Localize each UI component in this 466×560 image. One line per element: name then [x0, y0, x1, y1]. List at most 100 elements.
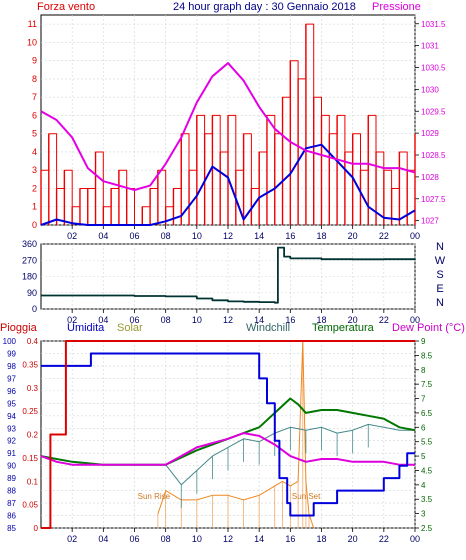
weather-legend: Pioggia Umidita Solar Windchill Temperatura D… — [0, 322, 465, 334]
x-tick-label: 16 — [285, 315, 295, 325]
x-tick-label: 04 — [98, 231, 108, 241]
rain-tick-label: 0.4 — [27, 337, 39, 346]
temperature-tick-label: 3 — [421, 510, 426, 519]
humidity-tick-label: 93 — [7, 424, 16, 433]
pressure-axis-title: Pressione — [372, 1, 421, 13]
humidity-tick-label: 98 — [7, 362, 16, 371]
wind-speed-tick-label: 6 — [32, 110, 37, 120]
x-tick-label: 16 — [285, 534, 295, 544]
x-tick-label: 14 — [254, 231, 264, 241]
humidity-tick-label: 89 — [7, 474, 16, 483]
humidity-tick-label: 91 — [7, 449, 16, 458]
pressure-tick-label: 1029.5 — [421, 107, 446, 116]
temperature-tick-label: 4 — [421, 481, 426, 490]
pressure-tick-label: 1027.5 — [421, 195, 446, 204]
rain-tick-label: 0.25 — [22, 407, 38, 416]
humidity-tick-label: 97 — [7, 374, 16, 383]
wind-speed-tick-label: 11 — [28, 19, 37, 29]
dewpoint-line — [40, 432, 415, 466]
humidity-tick-label: 94 — [7, 412, 16, 421]
legend-label: Umidita — [67, 322, 105, 334]
x-tick-label: 10 — [192, 534, 202, 544]
wind-speed-tick-label: 3 — [32, 165, 37, 175]
wind-speed-tick-label: 5 — [32, 129, 37, 139]
weather-x-axis: 02 04 06 08 10 12 14 16 18 20 22 00 — [67, 528, 420, 544]
temperature-tick-label: 3.5 — [421, 495, 433, 504]
temperature-tick-label: 4.5 — [421, 466, 433, 475]
pressure-tick-label: 1029 — [421, 129, 439, 138]
pressure-tick-label: 1028.5 — [421, 151, 446, 160]
x-tick-label: 20 — [348, 315, 358, 325]
rain-tick-label: 0.3 — [27, 384, 39, 393]
humidity-tick-label: 96 — [7, 387, 16, 396]
temperature-y-axis: 9 8.5 8 7.5 7 6.5 6 5.5 5 4.5 4 3.5 3 2.5 — [415, 337, 433, 533]
wind-gust-line — [41, 23, 416, 226]
wind-direction-y-axis: 360 270 180 90 0 — [22, 239, 37, 314]
weather-series — [40, 340, 416, 529]
direction-tick-label: 0 — [32, 304, 37, 314]
compass-label: E — [436, 283, 443, 295]
compass-label: S — [436, 269, 443, 281]
pressure-tick-label: 1027 — [421, 217, 439, 226]
x-tick-label: 04 — [98, 534, 108, 544]
x-tick-label: 02 — [67, 534, 77, 544]
wind-speed-tick-label: 8 — [32, 74, 37, 84]
humidity-tick-label: 95 — [7, 399, 16, 408]
rain-tick-label: 0.05 — [22, 501, 38, 510]
wind-direction-grid — [41, 243, 416, 310]
x-tick-label: 02 — [67, 315, 77, 325]
x-tick-label: 12 — [223, 231, 233, 241]
humidity-line — [41, 352, 415, 517]
x-tick-label: 20 — [348, 534, 358, 544]
wind-direction-series — [41, 246, 416, 304]
wind-speed-tick-label: 4 — [32, 147, 37, 157]
x-tick-label: 08 — [161, 315, 171, 325]
x-tick-label: 12 — [223, 534, 233, 544]
sun-set-label: Sun Set — [292, 492, 321, 501]
pressure-tick-label: 1028 — [421, 173, 439, 182]
temperature-tick-label: 7 — [421, 395, 426, 404]
temperature-tick-label: 7.5 — [421, 380, 433, 389]
pressure-y-axis: 1027 1027.5 1028 1028.5 1029 1029.5 1030 1030.5… — [415, 20, 446, 226]
rain-line — [41, 340, 415, 529]
x-tick-label: 16 — [285, 231, 295, 241]
legend-label: Windchill — [246, 322, 290, 334]
pressure-tick-label: 1031.5 — [421, 20, 446, 29]
rain-tick-label: 0.35 — [22, 360, 38, 369]
humidity-tick-label: 87 — [7, 499, 16, 508]
humidity-tick-label: 86 — [7, 512, 16, 521]
legend-label: Solar — [117, 322, 143, 334]
wind-direction-line — [41, 246, 416, 304]
temperature-tick-label: 5.5 — [421, 438, 433, 447]
x-tick-label: 04 — [98, 315, 108, 325]
x-tick-label: 06 — [129, 534, 139, 544]
x-tick-label: 18 — [316, 534, 326, 544]
direction-tick-label: 360 — [22, 239, 37, 249]
temperature-tick-label: 6.5 — [421, 409, 433, 418]
wind-pressure-x-axis: 02 04 06 08 10 12 14 16 18 20 22 00 — [67, 225, 420, 241]
x-tick-label: 00 — [410, 315, 420, 325]
x-tick-label: 18 — [316, 231, 326, 241]
x-tick-label: 14 — [254, 534, 264, 544]
rain-tick-label: 0.2 — [27, 431, 39, 440]
compass-label: N — [436, 297, 444, 309]
pressure-tick-label: 1030.5 — [421, 64, 446, 73]
wind-pressure-series — [40, 23, 416, 226]
humidity-y-axis: 100 99 98 97 96 95 94 93 92 91 90 89 88 87 86 85 — [3, 337, 17, 533]
chart-title: 24 hour graph day : 30 Gennaio 2018 — [173, 1, 356, 13]
sun-annotations: Sun Rise Sun Set — [138, 492, 322, 501]
pressure-tick-label: 1031 — [421, 42, 439, 51]
rain-tick-label: 0.1 — [27, 477, 39, 486]
compass-label: N — [436, 241, 444, 253]
wind-speed-tick-label: 0 — [32, 220, 37, 230]
temperature-tick-label: 9 — [421, 337, 426, 346]
x-tick-label: 18 — [316, 315, 326, 325]
wind-speed-tick-label: 10 — [27, 37, 37, 47]
wind-speed-tick-label: 7 — [32, 92, 37, 102]
humidity-tick-label: 100 — [3, 337, 17, 346]
wind-speed-tick-label: 2 — [32, 183, 37, 193]
compass-label: W — [435, 255, 446, 267]
